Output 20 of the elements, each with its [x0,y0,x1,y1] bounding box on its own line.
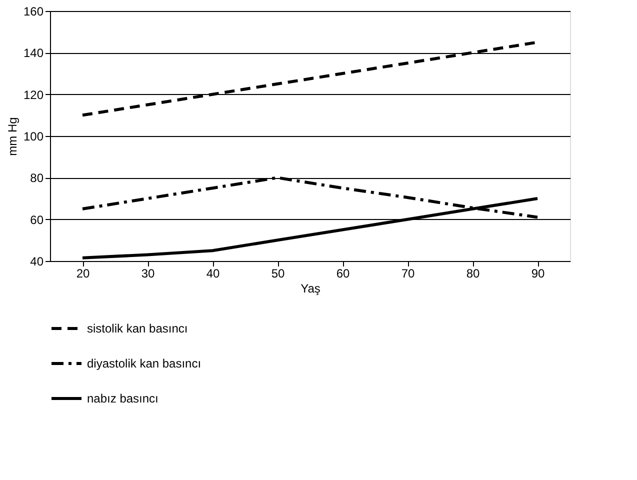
y-tick-label: 60 [30,212,44,227]
y-tick-label: 140 [23,46,44,60]
legend-label: diyastolik kan basıncı [87,356,202,370]
legend-label: sistolik kan basıncı [87,322,188,336]
x-tick-label: 40 [206,266,220,280]
x-tick-label: 30 [141,266,155,280]
y-tick-label: 120 [23,88,44,102]
x-tick-label: 20 [76,266,90,280]
x-tick-label: 80 [466,266,480,280]
x-tick-label: 50 [271,266,285,280]
y-axis-title: mm Hg [5,117,20,156]
y-tick-label: 160 [23,4,44,18]
x-axis-title: Yaş [300,282,320,296]
y-tick-label: 100 [23,130,44,144]
y-tick-label: 80 [30,171,44,186]
legend-label: nabız basıncı [87,392,158,406]
x-tick-label: 70 [401,266,415,280]
y-tick-label: 40 [30,254,44,268]
x-tick-label: 60 [336,266,350,280]
x-tick-label: 90 [531,266,545,280]
